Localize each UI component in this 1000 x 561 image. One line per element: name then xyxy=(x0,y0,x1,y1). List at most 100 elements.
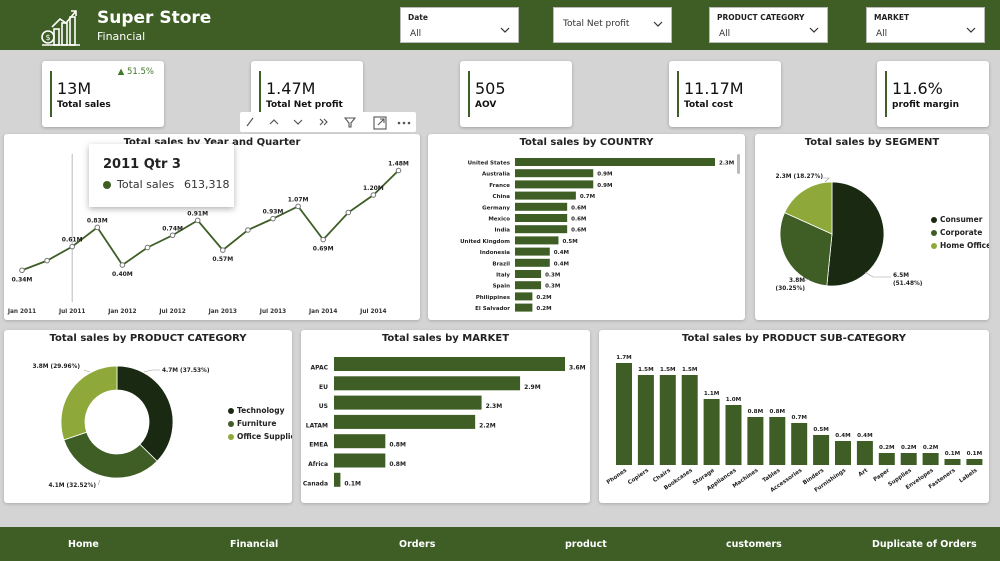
line-point[interactable] xyxy=(345,209,352,216)
column[interactable] xyxy=(835,441,851,465)
page-subtitle: Financial xyxy=(97,30,146,43)
column[interactable] xyxy=(944,459,961,465)
bar[interactable] xyxy=(515,270,542,278)
slice-home-office[interactable] xyxy=(784,181,833,235)
drill-down-icon[interactable] xyxy=(292,116,304,128)
line-point[interactable] xyxy=(220,247,226,253)
bar[interactable] xyxy=(515,258,550,267)
bar[interactable] xyxy=(334,376,521,391)
bar[interactable] xyxy=(515,214,568,222)
nav-customers[interactable]: customers xyxy=(726,539,782,550)
column[interactable] xyxy=(703,399,720,465)
filter-icon[interactable] xyxy=(344,116,356,128)
bar[interactable] xyxy=(334,472,341,487)
column[interactable] xyxy=(813,435,830,465)
line-point[interactable] xyxy=(320,236,327,243)
line-point[interactable] xyxy=(144,244,151,251)
column[interactable] xyxy=(900,453,917,465)
line-point[interactable] xyxy=(19,267,25,274)
bar-category-label: Spain xyxy=(493,284,510,290)
legend-item-home-office: Home Office xyxy=(931,241,989,254)
date-slicer-value: All xyxy=(410,29,422,39)
drill-up-icon[interactable] xyxy=(268,116,280,128)
column[interactable] xyxy=(791,423,808,465)
leader-line xyxy=(823,177,830,183)
line-point[interactable] xyxy=(295,203,301,210)
legend-item-furniture: Furniture xyxy=(228,419,292,432)
bar[interactable] xyxy=(515,303,533,312)
nav-duplicate-of-orders[interactable]: Duplicate of Orders xyxy=(872,539,977,550)
kpi-label: Total Net profit xyxy=(266,100,343,110)
bar[interactable] xyxy=(515,292,533,301)
bar-category-label: EMEA xyxy=(309,442,328,449)
kpi-profit-margin: 11.6% profit margin xyxy=(877,61,989,127)
bar[interactable] xyxy=(515,225,568,234)
product-category-slicer[interactable]: PRODUCT CATEGORY All xyxy=(709,7,828,43)
slice-furniture[interactable] xyxy=(63,431,158,479)
line-point[interactable] xyxy=(119,262,126,268)
column-data-label: 0.2M xyxy=(879,445,895,451)
slice-data-label: 2.3M (18.27%) xyxy=(776,174,824,180)
slice-corporate[interactable] xyxy=(779,212,833,287)
bar[interactable] xyxy=(515,236,559,245)
line-point[interactable] xyxy=(169,232,176,239)
line-data-label: 0.69M xyxy=(313,246,334,253)
expand-next-level-icon[interactable] xyxy=(318,116,330,128)
column[interactable] xyxy=(747,417,764,465)
line-point[interactable] xyxy=(69,243,75,250)
slice-office-supplies[interactable] xyxy=(60,365,118,441)
country-bar-chart: United States 2.3M Australia 0.9M France 0.9M… xyxy=(460,158,734,312)
nav-home[interactable]: Home xyxy=(68,539,99,550)
market-slicer-value: All xyxy=(876,29,888,39)
column[interactable] xyxy=(725,405,742,465)
line-point[interactable] xyxy=(194,217,201,224)
bar[interactable] xyxy=(334,395,482,410)
column[interactable] xyxy=(681,375,698,465)
bar-data-label: 0.6M xyxy=(571,217,586,223)
bar[interactable] xyxy=(334,453,386,468)
line-point[interactable] xyxy=(270,215,276,222)
bar[interactable] xyxy=(515,158,715,166)
market-slicer[interactable]: MARKET All xyxy=(866,7,985,43)
chart-title: Total sales by SEGMENT xyxy=(804,137,940,148)
slice-technology[interactable] xyxy=(116,365,174,462)
line-point[interactable] xyxy=(245,227,251,233)
legend-label: Consumer xyxy=(940,215,983,224)
bar[interactable] xyxy=(334,414,476,429)
bar-category-label: France xyxy=(489,183,510,189)
column[interactable] xyxy=(616,363,632,465)
column[interactable] xyxy=(769,417,786,465)
nav-orders[interactable]: Orders xyxy=(399,539,436,550)
bar[interactable] xyxy=(334,357,565,371)
more-options-icon[interactable] xyxy=(396,116,412,130)
measure-selector[interactable]: Total Net profit xyxy=(553,7,672,43)
country-scrollbar[interactable] xyxy=(737,154,740,174)
product-category-legend: Technology Furniture Office Supplies xyxy=(228,406,292,445)
line-point[interactable] xyxy=(94,224,101,231)
line-point[interactable] xyxy=(395,167,402,174)
bar[interactable] xyxy=(515,202,568,211)
date-slicer[interactable]: Date All xyxy=(400,7,519,43)
column[interactable] xyxy=(659,375,676,465)
bar[interactable] xyxy=(334,434,386,449)
tooltip-title: 2011 Qtr 3 xyxy=(103,157,181,172)
column[interactable] xyxy=(966,459,983,465)
bar[interactable] xyxy=(515,191,576,200)
slice-consumer[interactable] xyxy=(826,181,885,287)
line-point[interactable] xyxy=(370,192,377,198)
focus-mode-icon[interactable] xyxy=(373,116,387,130)
column[interactable] xyxy=(922,453,939,465)
chevron-down-icon xyxy=(809,27,819,33)
nav-product[interactable]: product xyxy=(565,539,607,550)
bar[interactable] xyxy=(515,281,542,290)
line-data-label: 0.91M xyxy=(187,210,208,217)
nav-financial[interactable]: Financial xyxy=(230,539,279,550)
column[interactable] xyxy=(856,441,873,465)
bar[interactable] xyxy=(515,247,550,256)
column[interactable] xyxy=(637,375,654,465)
column[interactable] xyxy=(878,453,895,465)
line-point[interactable] xyxy=(44,257,50,264)
bar[interactable] xyxy=(515,169,594,178)
pin-icon[interactable] xyxy=(244,116,256,128)
bar[interactable] xyxy=(515,180,594,189)
